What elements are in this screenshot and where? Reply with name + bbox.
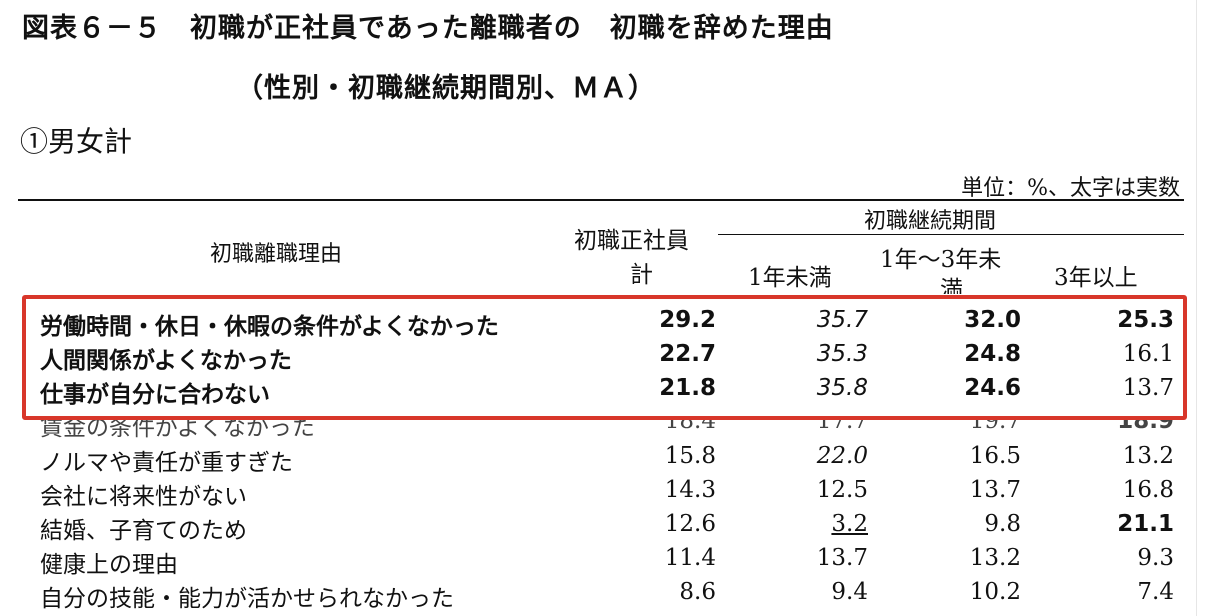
header-under-1-year: 1年未満 [748, 258, 832, 292]
table-row: 健康上の理由 11.4 13.7 13.2 9.3 [0, 545, 1210, 579]
value-total: 14.3 [665, 477, 716, 503]
header-1-to-3-years-line1: 1年〜3年未 [880, 240, 1001, 274]
value-3-years-plus: 16.8 [1123, 477, 1174, 503]
table-row: 自分の技能・能力が活かせられなかった 8.6 9.4 10.2 7.4 [0, 579, 1210, 613]
header-total-line2: 計 [630, 255, 653, 289]
table-row: 賃金の条件がよくなかった 18.4 17.7 19.7 18.9 [0, 420, 1210, 438]
value-under-1-year: 17.7 [817, 420, 868, 434]
value-1-to-3-years: 9.8 [984, 511, 1021, 537]
page-title: 図表６－５ 初職が正社員であった離職者の 初職を辞めた理由 [22, 6, 834, 45]
header-total-line1: 初職正社員 [574, 221, 689, 255]
row-label: 健康上の理由 [40, 545, 178, 579]
value-3-years-plus: 13.2 [1123, 443, 1174, 469]
table-row: ノルマや責任が重すぎた 15.8 22.0 16.5 13.2 [0, 443, 1210, 477]
page-subtitle: （性別・初職継続期間別、ＭＡ） [236, 66, 656, 105]
value-1-to-3-years: 13.7 [970, 477, 1021, 503]
value-1-to-3-years: 10.2 [970, 579, 1021, 605]
scrollbar-edge [1196, 0, 1210, 616]
value-under-1-year: 3.2 [831, 511, 868, 537]
value-under-1-year: 12.5 [817, 477, 868, 503]
row-label: ノルマや責任が重すぎた [40, 443, 293, 477]
row-label: 賃金の条件がよくなかった [40, 420, 315, 438]
section-heading: ①男女計 [20, 120, 132, 160]
header-1-to-3-years-line2: 満 [940, 270, 963, 294]
value-under-1-year: 9.4 [831, 579, 868, 605]
header-period: 初職継続期間 [864, 203, 996, 235]
header-3-years-plus: 3年以上 [1054, 258, 1138, 292]
value-total: 12.6 [665, 511, 716, 537]
value-3-years-plus: 7.4 [1137, 579, 1174, 605]
row-label: 自分の技能・能力が活かせられなかった [40, 579, 454, 613]
header-reason: 初職離職理由 [210, 236, 342, 268]
value-3-years-plus: 18.9 [1117, 420, 1174, 434]
table-row: 結婚、子育てのため 12.6 3.2 9.8 21.1 [0, 511, 1210, 545]
partially-hidden-row: 賃金の条件がよくなかった 18.4 17.7 19.7 18.9 [0, 420, 1210, 438]
value-total: 11.4 [665, 545, 716, 571]
value-1-to-3-years: 19.7 [970, 420, 1021, 434]
value-1-to-3-years: 13.2 [970, 545, 1021, 571]
table-row: 会社に将来性がない 14.3 12.5 13.7 16.8 [0, 477, 1210, 511]
unit-note: 単位：%、太字は実数 [961, 170, 1180, 202]
value-3-years-plus: 21.1 [1117, 511, 1174, 537]
row-label: 会社に将来性がない [40, 477, 247, 511]
value-under-1-year: 13.7 [817, 545, 868, 571]
value-under-1-year: 22.0 [817, 443, 868, 469]
value-3-years-plus: 9.3 [1137, 545, 1174, 571]
row-label: 結婚、子育てのため [40, 511, 247, 545]
value-total: 8.6 [679, 579, 716, 605]
value-1-to-3-years: 16.5 [970, 443, 1021, 469]
table-top-rule [18, 199, 1184, 201]
value-total: 15.8 [665, 443, 716, 469]
value-total: 18.4 [665, 420, 716, 434]
highlight-box [22, 295, 1187, 420]
